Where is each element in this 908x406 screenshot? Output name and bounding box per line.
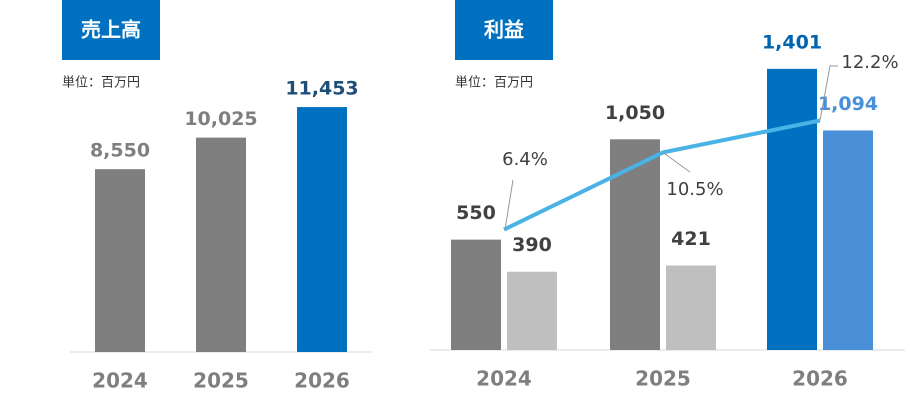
x-tick-label: 2025 bbox=[193, 369, 249, 393]
bar bbox=[507, 271, 557, 350]
value-label: 421 bbox=[671, 228, 711, 250]
x-tick-label: 2026 bbox=[294, 369, 350, 393]
value-label: 8,550 bbox=[90, 140, 150, 162]
value-label: 1,050 bbox=[605, 102, 665, 124]
percent-label: 10.5% bbox=[666, 179, 723, 200]
value-label: 550 bbox=[456, 202, 496, 224]
bar bbox=[823, 130, 873, 350]
bar bbox=[451, 239, 501, 350]
value-label: 390 bbox=[512, 234, 552, 256]
percent-label: 12.2% bbox=[841, 52, 898, 73]
value-label: 1,094 bbox=[818, 93, 878, 115]
unit-label: 単位：百万円 bbox=[455, 75, 533, 91]
leader-line bbox=[819, 65, 838, 121]
unit-label: 単位：百万円 bbox=[62, 75, 140, 91]
leader-line bbox=[662, 152, 691, 173]
bar bbox=[767, 68, 817, 350]
bar bbox=[196, 137, 246, 352]
bar bbox=[297, 107, 347, 352]
value-label: 10,025 bbox=[184, 108, 257, 130]
bar bbox=[666, 265, 716, 350]
x-tick-label: 2024 bbox=[476, 367, 532, 391]
chart-title: 利益 bbox=[484, 18, 524, 42]
x-tick-label: 2025 bbox=[635, 367, 691, 391]
title-box bbox=[62, 0, 160, 60]
leader-line bbox=[504, 179, 514, 230]
percent-label: 6.4% bbox=[502, 149, 548, 170]
x-tick-label: 2024 bbox=[92, 369, 148, 393]
bar bbox=[610, 139, 660, 350]
bar bbox=[95, 169, 145, 352]
chart-title: 売上高 bbox=[81, 18, 141, 42]
title-box bbox=[455, 0, 553, 60]
x-tick-label: 2026 bbox=[792, 367, 848, 391]
value-label: 11,453 bbox=[285, 78, 358, 100]
value-label: 1,401 bbox=[762, 31, 822, 53]
